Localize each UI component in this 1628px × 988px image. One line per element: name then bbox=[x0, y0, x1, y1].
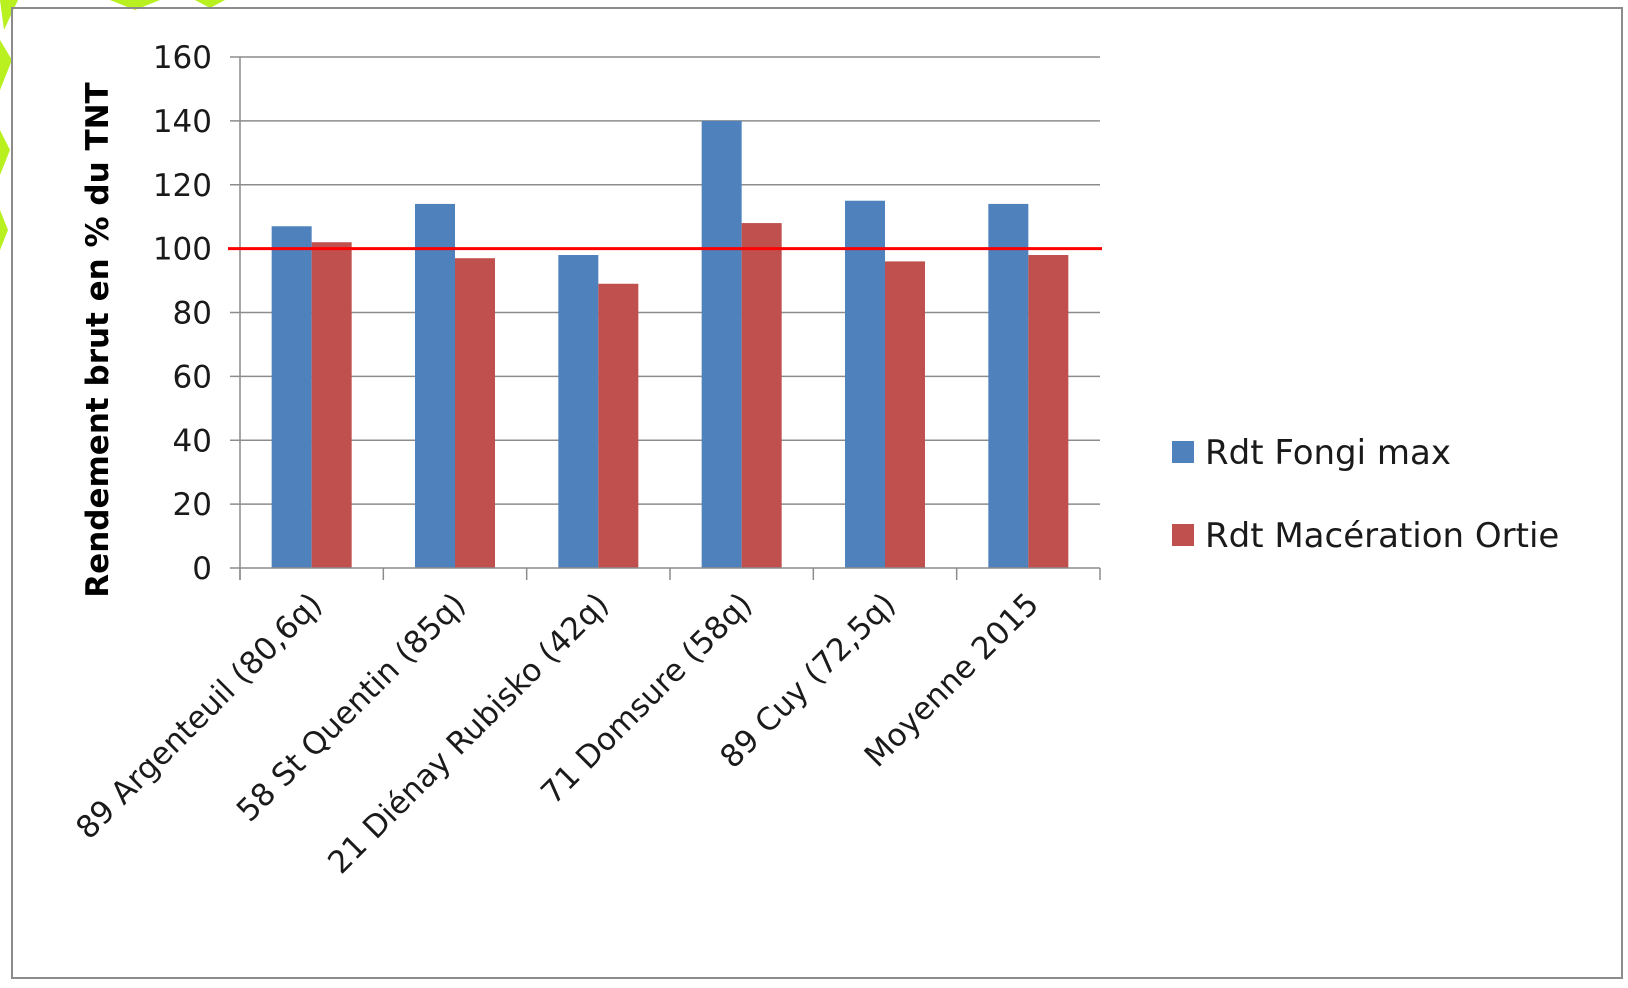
axes bbox=[230, 56, 1101, 580]
chart-border bbox=[11, 7, 1623, 979]
legend-swatch bbox=[1172, 524, 1194, 546]
y-tick-label: 60 bbox=[173, 359, 212, 395]
bars bbox=[271, 120, 1069, 569]
y-tick-label: 100 bbox=[153, 232, 212, 268]
x-tick-labels: 89 Argenteuil (80,6q)58 St Quentin (85q)… bbox=[69, 586, 1046, 881]
bar-maceration-ortie bbox=[598, 283, 639, 568]
x-tick-label: 89 Argenteuil (80,6q) bbox=[69, 586, 329, 846]
legend-swatch bbox=[1172, 441, 1194, 463]
bar-maceration-ortie bbox=[741, 223, 782, 568]
bar-maceration-ortie bbox=[455, 258, 495, 568]
y-tick-label: 0 bbox=[192, 551, 212, 587]
y-tick-labels: 0 20 40 60 80 100 120 140 160 bbox=[153, 40, 212, 587]
bar-fongi-max bbox=[845, 200, 885, 568]
bar-maceration-ortie bbox=[1028, 255, 1069, 568]
y-tick-label: 20 bbox=[173, 487, 212, 523]
bar-fongi-max bbox=[271, 226, 312, 569]
y-tick-label: 160 bbox=[153, 40, 212, 76]
legend-label: Rdt Fongi max bbox=[1205, 433, 1451, 473]
x-tick-label: 21 Diénay Rubisko (42q) bbox=[321, 586, 616, 881]
y-tick-label: 40 bbox=[173, 423, 212, 459]
bar-maceration-ortie bbox=[311, 242, 352, 569]
bar-fongi-max bbox=[988, 203, 1029, 568]
bar-fongi-max bbox=[558, 255, 599, 568]
legend-label: Rdt Macération Ortie bbox=[1205, 516, 1559, 556]
y-tick-label: 140 bbox=[153, 104, 212, 140]
bar-maceration-ortie bbox=[885, 261, 925, 568]
grid-lines bbox=[240, 56, 1100, 505]
legend: Rdt Fongi max Rdt Macération Ortie bbox=[1172, 433, 1559, 556]
bar-fongi-max bbox=[701, 120, 742, 568]
y-tick-label: 80 bbox=[173, 296, 212, 332]
y-tick-label: 120 bbox=[153, 168, 212, 204]
y-axis-label: Rendement brut en % du TNT bbox=[80, 82, 116, 597]
bar-fongi-max bbox=[415, 203, 455, 568]
